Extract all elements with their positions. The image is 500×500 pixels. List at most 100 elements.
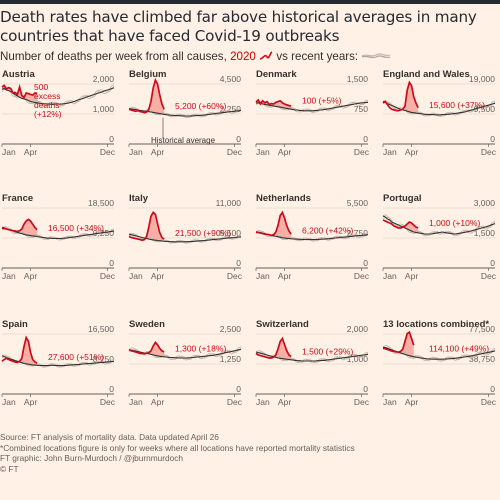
panel-11: Switzerland 2,000 1,000 0 Jan Apr Dec 1,500 (+2… bbox=[255, 319, 370, 407]
excess-label: 27,600 (+51%) bbox=[48, 352, 104, 362]
y-tick-label: 19,000 bbox=[469, 74, 495, 84]
x-tick-label: Jan bbox=[256, 397, 270, 407]
x-tick-label: Jan bbox=[129, 397, 143, 407]
x-tick-label: Apr bbox=[24, 271, 37, 281]
subtitle-prefix: Number of deaths per week from all cause… bbox=[0, 50, 227, 63]
excess-area bbox=[383, 82, 419, 114]
x-tick-label: Apr bbox=[151, 271, 164, 281]
y-tick-label: 0 bbox=[490, 258, 495, 268]
x-tick-label: Dec bbox=[227, 147, 243, 157]
x-tick-label: Apr bbox=[151, 397, 164, 407]
panel-title: Sweden bbox=[129, 319, 165, 330]
series-2020-line bbox=[255, 98, 292, 107]
y-tick-label: 5,500 bbox=[220, 228, 242, 238]
excess-label: (+12%) bbox=[34, 109, 62, 119]
x-tick-label: Jan bbox=[2, 147, 16, 157]
panel-2: Belgium 4,500 2,250 0 Jan Apr Dec 5,200 (+60%) H… bbox=[128, 69, 243, 157]
y-tick-label: 0 bbox=[109, 258, 114, 268]
x-tick-label: Apr bbox=[405, 147, 418, 157]
panel-title: Denmark bbox=[256, 69, 297, 80]
series-2020-line bbox=[382, 80, 419, 112]
x-tick-label: Apr bbox=[278, 147, 291, 157]
historical-average-line bbox=[1, 355, 115, 367]
y-tick-label: 0 bbox=[109, 134, 114, 144]
panel-title: Portugal bbox=[383, 193, 422, 204]
x-tick-label: Dec bbox=[481, 147, 497, 157]
excess-label: deaths bbox=[34, 100, 60, 110]
excess-area bbox=[129, 80, 165, 115]
x-tick-label: Jan bbox=[2, 271, 16, 281]
x-tick-label: Dec bbox=[354, 147, 370, 157]
x-tick-label: Apr bbox=[151, 147, 164, 157]
recent-year-line bbox=[128, 232, 242, 244]
y-tick-label: 2,250 bbox=[220, 104, 242, 114]
y-tick-label: 2,000 bbox=[93, 74, 115, 84]
panel-title: Belgium bbox=[129, 69, 166, 80]
y-tick-label: 1,250 bbox=[220, 354, 242, 364]
y-tick-label: 3,000 bbox=[474, 198, 496, 208]
y-tick-label: 0 bbox=[490, 134, 495, 144]
footer-source: Source: FT analysis of mortality data. D… bbox=[0, 432, 219, 442]
footer-note: *Combined locations figure is only for w… bbox=[0, 442, 355, 453]
y-tick-label: 16,500 bbox=[88, 324, 114, 334]
series-2020-line bbox=[382, 330, 415, 354]
small-multiples-chart: Austria 2,000 1,000 0 Jan Apr Dec 500excessdeat… bbox=[1, 69, 497, 407]
y-tick-label: 11,000 bbox=[216, 198, 242, 208]
panel-1: Austria 2,000 1,000 0 Jan Apr Dec 500excessdeat… bbox=[1, 69, 116, 157]
x-tick-label: Dec bbox=[100, 397, 116, 407]
excess-label: 6,200 (+42%) bbox=[302, 226, 353, 236]
x-tick-label: Jan bbox=[129, 147, 143, 157]
panel-title: Austria bbox=[2, 69, 35, 80]
x-tick-label: Apr bbox=[405, 397, 418, 407]
y-tick-label: 0 bbox=[236, 384, 241, 394]
excess-area bbox=[129, 342, 165, 357]
panel-title: Spain bbox=[2, 319, 28, 330]
excess-area bbox=[256, 212, 292, 239]
x-tick-label: Dec bbox=[481, 271, 497, 281]
panel-title: England and Wales bbox=[383, 69, 470, 80]
historical-average-line bbox=[382, 215, 496, 235]
excess-label: 21,500 (+90%) bbox=[175, 228, 231, 238]
panel-title: Italy bbox=[129, 193, 149, 204]
recent-year-line bbox=[382, 99, 496, 118]
panel-4: England and Wales 19,000 9,500 0 Jan Apr Dec 15… bbox=[382, 69, 497, 157]
excess-label: 114,100 (+49%) bbox=[429, 344, 489, 354]
y-tick-label: 5,500 bbox=[347, 198, 369, 208]
x-tick-label: Jan bbox=[383, 147, 397, 157]
excess-label: 1,000 (+10%) bbox=[429, 218, 480, 228]
footer-credit: FT graphic: John Burn-Murdoch / @jburnmu… bbox=[0, 453, 184, 463]
x-tick-label: Apr bbox=[24, 397, 37, 407]
series-2020-line bbox=[382, 219, 419, 229]
excess-label: excess bbox=[34, 91, 60, 101]
y-tick-label: 1,000 bbox=[93, 104, 115, 114]
panel-6: Italy 11,000 5,500 0 Jan Apr Dec 21,500 (+90%) bbox=[128, 193, 243, 281]
x-tick-label: Dec bbox=[100, 147, 116, 157]
historical-average-line bbox=[1, 227, 115, 240]
subtitle-suffix: vs recent years: bbox=[276, 50, 359, 63]
y-tick-label: 0 bbox=[490, 384, 495, 394]
y-tick-label: 0 bbox=[363, 258, 368, 268]
chart-subtitle: Number of deaths per week from all cause… bbox=[0, 50, 500, 63]
excess-label: 5,200 (+60%) bbox=[175, 101, 226, 111]
y-tick-label: 0 bbox=[363, 384, 368, 394]
recent-year-line bbox=[128, 346, 242, 361]
panel-title: 13 locations combined* bbox=[383, 319, 489, 330]
x-tick-label: Dec bbox=[354, 397, 370, 407]
excess-area bbox=[129, 212, 165, 242]
y-tick-label: 18,500 bbox=[88, 198, 114, 208]
y-tick-label: 9,500 bbox=[474, 104, 496, 114]
historical-average-line bbox=[382, 346, 496, 360]
y-tick-label: 38,750 bbox=[469, 354, 495, 364]
series-2020-line bbox=[128, 340, 165, 355]
historical-average-line bbox=[1, 87, 115, 105]
y-tick-label: 0 bbox=[236, 134, 241, 144]
x-tick-label: Dec bbox=[481, 397, 497, 407]
annotation-label: Historical average bbox=[151, 136, 216, 145]
y-tick-label: 4,500 bbox=[220, 74, 242, 84]
series-2020-line bbox=[255, 210, 292, 237]
y-tick-label: 0 bbox=[363, 134, 368, 144]
chart-title: Death rates have climbed far above histo… bbox=[0, 8, 477, 45]
x-tick-label: Apr bbox=[278, 397, 291, 407]
y-tick-label: 0 bbox=[109, 384, 114, 394]
